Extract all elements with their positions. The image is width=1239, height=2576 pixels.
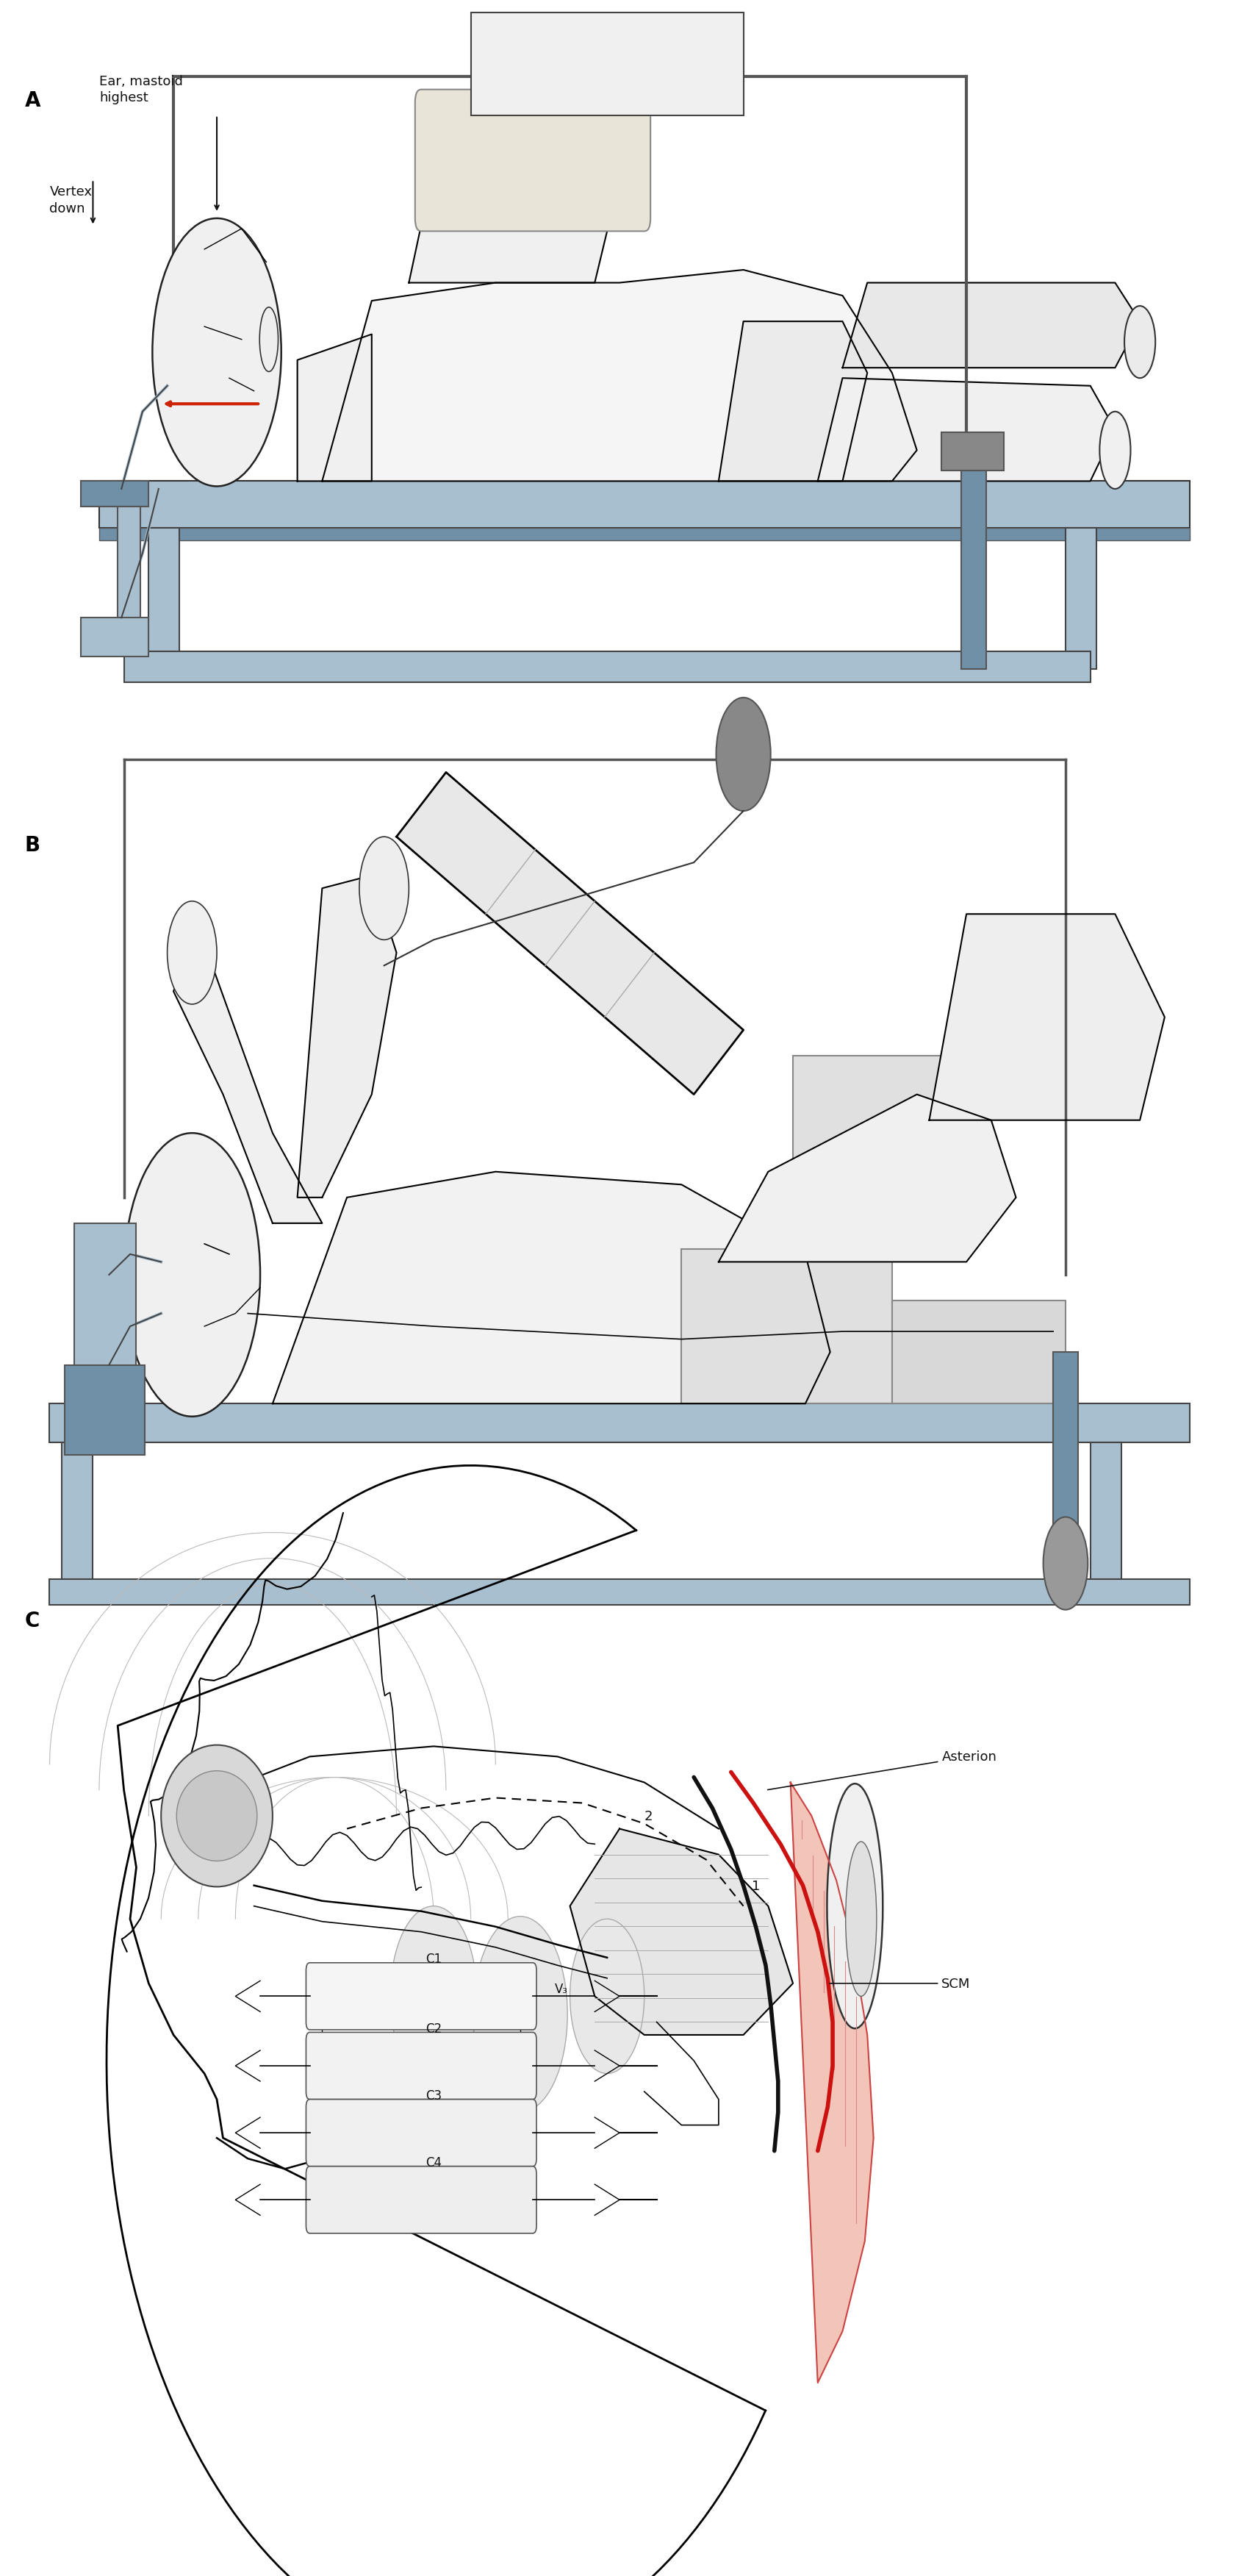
FancyBboxPatch shape [64,1365,145,1455]
Circle shape [1043,1517,1088,1610]
FancyBboxPatch shape [1053,1352,1078,1558]
Text: B: B [25,835,41,855]
Text: SCM: SCM [830,1976,970,1991]
FancyBboxPatch shape [306,2032,536,2099]
Ellipse shape [1100,412,1131,489]
FancyBboxPatch shape [306,2099,536,2166]
Circle shape [570,1919,644,2074]
FancyBboxPatch shape [99,528,1189,541]
Polygon shape [570,1829,793,2035]
Text: V₃: V₃ [555,1981,569,1996]
FancyBboxPatch shape [74,1224,136,1378]
FancyBboxPatch shape [892,1301,1066,1404]
FancyBboxPatch shape [942,433,1004,471]
Ellipse shape [1125,307,1156,379]
Text: Vertex
down: Vertex down [50,185,92,214]
Text: C2: C2 [425,2022,442,2035]
FancyBboxPatch shape [99,482,1189,528]
Polygon shape [322,270,917,482]
Circle shape [152,219,281,487]
Text: C3: C3 [425,2089,442,2102]
FancyBboxPatch shape [306,1963,536,2030]
Circle shape [124,1133,260,1417]
Polygon shape [843,283,1140,368]
Polygon shape [719,1095,1016,1262]
Text: 1: 1 [752,1878,761,1893]
FancyBboxPatch shape [124,652,1090,683]
FancyBboxPatch shape [81,618,149,657]
Polygon shape [297,335,372,482]
Circle shape [473,1917,567,2112]
Ellipse shape [828,1783,882,2030]
Ellipse shape [260,307,278,371]
Text: C: C [25,1610,40,1631]
Text: C1: C1 [425,1953,442,1965]
Polygon shape [173,927,322,1224]
FancyBboxPatch shape [118,482,140,644]
FancyBboxPatch shape [415,90,650,232]
Circle shape [167,902,217,1005]
Text: A: A [25,90,41,111]
Circle shape [716,698,771,811]
Polygon shape [929,914,1165,1121]
Polygon shape [396,773,743,1095]
FancyBboxPatch shape [1066,528,1097,670]
Text: 2: 2 [644,1808,653,1824]
FancyBboxPatch shape [50,1404,1189,1443]
Polygon shape [273,1172,830,1404]
FancyBboxPatch shape [961,438,986,670]
Ellipse shape [176,1772,258,1860]
Ellipse shape [161,1747,273,1886]
Polygon shape [297,876,396,1198]
Polygon shape [409,116,620,283]
FancyBboxPatch shape [81,482,149,507]
FancyBboxPatch shape [793,1056,942,1198]
FancyBboxPatch shape [50,1579,1189,1605]
FancyBboxPatch shape [681,1249,892,1404]
FancyBboxPatch shape [471,13,743,116]
Circle shape [390,1906,477,2087]
Polygon shape [790,1783,873,2383]
Text: C4: C4 [425,2156,442,2169]
Text: Asterion: Asterion [768,1749,996,1790]
FancyBboxPatch shape [306,2166,536,2233]
Ellipse shape [845,1842,877,1996]
FancyBboxPatch shape [1090,1443,1121,1597]
FancyBboxPatch shape [62,1443,93,1597]
Text: Ear, mastoid
highest: Ear, mastoid highest [99,75,183,103]
Polygon shape [818,379,1115,482]
FancyBboxPatch shape [149,528,180,670]
Circle shape [359,837,409,940]
Polygon shape [719,322,867,482]
